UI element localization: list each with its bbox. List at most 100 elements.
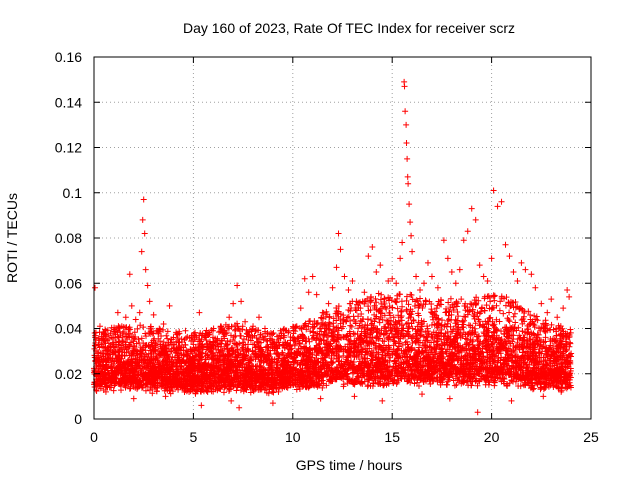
data-point — [538, 350, 545, 357]
data-point — [376, 319, 383, 326]
data-point — [543, 344, 550, 351]
data-point — [499, 343, 506, 350]
data-point — [387, 327, 394, 334]
data-point — [351, 348, 358, 355]
data-point — [463, 361, 470, 368]
data-point — [424, 353, 431, 360]
data-point — [144, 376, 151, 383]
data-point — [117, 375, 124, 382]
data-point — [223, 365, 230, 372]
data-point — [482, 337, 489, 344]
data-point — [435, 329, 442, 336]
data-point — [560, 368, 567, 375]
data-point — [209, 355, 216, 362]
data-point — [474, 382, 481, 389]
data-point — [258, 351, 265, 358]
data-point — [227, 356, 234, 363]
data-point — [106, 373, 113, 380]
data-point — [453, 365, 460, 372]
data-point — [352, 343, 359, 350]
data-point — [131, 371, 138, 378]
data-point — [254, 377, 261, 384]
data-point — [355, 374, 362, 381]
data-point — [438, 358, 445, 365]
data-point — [181, 384, 188, 391]
data-point — [95, 376, 102, 383]
data-point — [283, 384, 290, 391]
data-point — [208, 386, 215, 393]
data-point — [359, 346, 366, 353]
data-point — [127, 385, 134, 392]
data-point — [397, 361, 404, 368]
data-point — [562, 348, 569, 355]
data-point — [210, 362, 217, 369]
data-point — [202, 376, 209, 383]
data-point — [409, 355, 416, 362]
data-point — [512, 319, 519, 326]
data-point — [376, 361, 383, 368]
data-point — [460, 373, 467, 380]
data-point — [564, 381, 571, 388]
data-point — [180, 366, 187, 373]
data-point — [451, 382, 458, 389]
data-point — [444, 358, 451, 364]
data-point — [390, 337, 397, 344]
data-point — [392, 319, 399, 326]
data-point — [145, 350, 152, 357]
data-point — [461, 365, 468, 372]
data-point — [136, 357, 143, 364]
data-point — [319, 355, 326, 362]
data-point — [391, 358, 398, 365]
data-point — [329, 336, 336, 343]
data-point — [139, 365, 146, 372]
data-point — [512, 344, 519, 351]
data-point — [503, 333, 510, 340]
data-point — [472, 355, 479, 362]
data-point — [338, 334, 345, 341]
data-point — [257, 386, 264, 393]
data-point — [475, 368, 482, 375]
data-point — [287, 368, 294, 375]
data-point — [500, 361, 507, 368]
data-point — [380, 331, 387, 338]
data-point — [239, 360, 246, 367]
data-point — [227, 380, 234, 387]
data-point — [178, 362, 185, 369]
data-point — [545, 383, 552, 390]
data-point — [488, 348, 495, 355]
data-point — [547, 380, 554, 387]
data-point — [215, 385, 222, 392]
data-point — [308, 375, 315, 382]
data-point — [485, 378, 492, 385]
data-point — [273, 351, 280, 358]
data-point — [247, 353, 254, 360]
data-point — [213, 372, 220, 379]
data-point — [340, 381, 347, 388]
data-point — [230, 367, 237, 374]
data-point — [148, 370, 155, 377]
data-point — [272, 376, 279, 383]
data-point — [492, 364, 499, 371]
data-point — [421, 341, 428, 348]
data-point — [428, 339, 435, 346]
data-point — [345, 346, 352, 353]
data-point — [567, 353, 574, 360]
data-point — [444, 378, 451, 385]
data-point — [479, 360, 486, 367]
data-point — [91, 368, 98, 375]
data-point — [417, 331, 424, 338]
data-point — [124, 344, 131, 351]
data-point — [475, 370, 482, 377]
data-point — [319, 384, 326, 391]
data-point — [104, 384, 111, 391]
data-point — [495, 334, 502, 341]
data-point — [356, 367, 363, 374]
data-point — [201, 370, 208, 377]
data-point — [474, 344, 481, 351]
data-point — [143, 372, 150, 379]
data-point — [302, 383, 309, 390]
data-point — [450, 377, 457, 384]
data-point — [405, 371, 412, 378]
data-point — [498, 378, 505, 385]
data-point — [530, 385, 537, 392]
